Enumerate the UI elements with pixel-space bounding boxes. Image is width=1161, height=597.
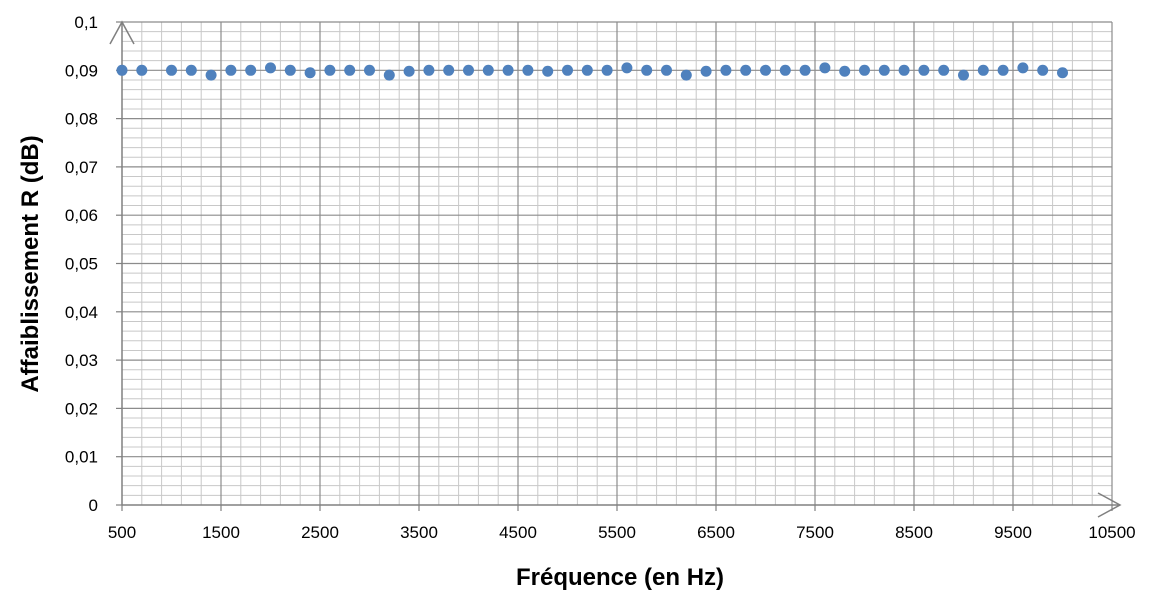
data-point	[938, 64, 950, 76]
data-point	[859, 64, 870, 76]
x-tick-label: 10500	[1088, 523, 1135, 542]
data-point	[661, 64, 672, 76]
data-point	[680, 69, 692, 81]
data-point	[562, 64, 573, 76]
x-axis-arrow	[1097, 492, 1122, 518]
y-axis-title: Affaiblissement R (dB)	[17, 135, 44, 392]
major-gridlines	[122, 21, 1113, 505]
data-point	[324, 64, 336, 76]
data-point	[839, 65, 851, 77]
x-axis-title: Fréquence (en Hz)	[516, 564, 724, 591]
data-point	[977, 64, 989, 76]
axes	[109, 20, 1122, 518]
data-point	[779, 64, 791, 76]
x-tick-label: 6500	[697, 523, 735, 542]
y-tick-label: 0,08	[65, 110, 98, 129]
y-tick-label: 0,03	[65, 351, 98, 370]
x-tick-labels: 500 1500 2500 3500 4500 5500 6500 7500 8500 9500 1…	[108, 523, 1136, 542]
data-point	[265, 62, 276, 74]
y-tick-label: 0,1	[74, 13, 98, 32]
data-point	[1057, 67, 1068, 79]
data-point	[740, 64, 752, 76]
data-point	[720, 64, 732, 76]
x-tick-label: 1500	[202, 523, 240, 542]
data-point	[136, 64, 148, 76]
data-point	[542, 65, 554, 77]
data-point	[898, 64, 910, 76]
data-point	[284, 64, 296, 76]
data-points	[116, 62, 1068, 81]
data-point	[997, 64, 1009, 76]
data-point	[443, 64, 455, 76]
data-point	[502, 64, 514, 76]
data-point	[581, 64, 593, 76]
data-point	[364, 64, 375, 76]
x-tick-label: 9500	[994, 523, 1032, 542]
x-tick-label: 5500	[598, 523, 636, 542]
y-tick-label: 0,09	[65, 61, 98, 80]
data-point	[225, 64, 237, 76]
data-point	[1037, 64, 1049, 76]
data-point	[205, 69, 217, 81]
data-point	[819, 62, 831, 74]
data-point	[522, 64, 534, 76]
y-tick-label: 0,07	[65, 158, 98, 177]
data-point	[463, 64, 474, 76]
y-tick-label: 0	[89, 496, 98, 515]
y-tick-labels: 0 0,01 0,02 0,03 0,04 0,05 0,06 0,07 0,08 0,09 0,1	[65, 13, 98, 515]
y-tick-label: 0,02	[65, 399, 98, 418]
data-point	[166, 64, 177, 76]
data-point	[383, 69, 395, 81]
data-point	[918, 64, 930, 76]
data-point	[760, 64, 771, 76]
y-tick-label: 0,06	[65, 206, 98, 225]
data-point	[1017, 62, 1029, 74]
data-point	[799, 64, 811, 76]
y-tick-label: 0,05	[65, 255, 98, 274]
x-tick-label: 8500	[895, 523, 933, 542]
data-point	[601, 64, 613, 76]
data-point	[304, 67, 316, 79]
data-point	[700, 65, 712, 77]
data-point	[116, 64, 128, 76]
data-point	[878, 64, 890, 76]
data-point	[482, 64, 494, 76]
x-tick-label: 4500	[499, 523, 537, 542]
data-point	[641, 64, 653, 76]
x-tick-label: 7500	[796, 523, 834, 542]
y-tick-label: 0,04	[65, 303, 98, 322]
x-tick-label: 2500	[301, 523, 339, 542]
data-point	[621, 62, 633, 74]
data-point	[958, 69, 969, 81]
data-point	[403, 65, 415, 77]
x-tick-label: 3500	[400, 523, 438, 542]
data-point	[423, 64, 435, 76]
data-point	[185, 64, 197, 76]
data-point	[344, 64, 356, 76]
y-tick-label: 0,01	[65, 448, 98, 467]
data-point	[245, 64, 257, 76]
x-tick-label: 500	[108, 523, 136, 542]
